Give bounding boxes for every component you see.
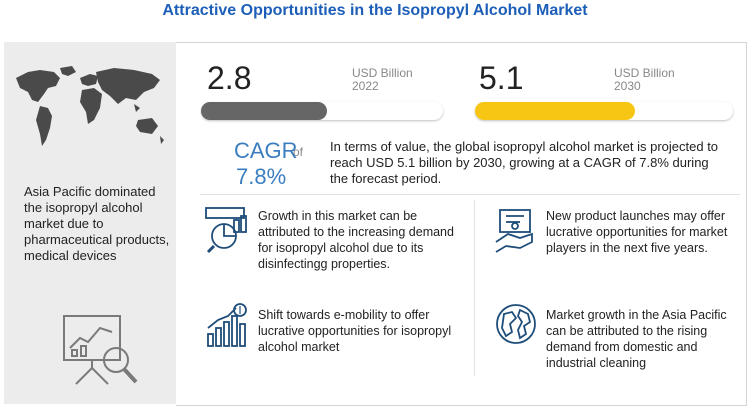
card-growth-text: Growth in this market can be attributed …: [258, 209, 454, 271]
cagr-of: of: [293, 145, 304, 159]
value-2030: 5.1: [479, 60, 524, 96]
card-product-launch-text: New product launches may offer lucrative…: [546, 209, 728, 255]
data-analysis-icon: [63, 315, 138, 385]
cagr-value: 7.8%: [236, 164, 287, 189]
divider-vertical: [474, 200, 475, 376]
value-bar-2022: [201, 102, 443, 120]
growth-chart-icon: [207, 303, 247, 347]
divider-horizontal: [200, 194, 740, 195]
unit-label: USD Billion: [352, 66, 413, 80]
value-2022: 2.8: [207, 60, 252, 96]
world-map-icon: [16, 66, 164, 146]
card-asia-pacific-text: Market growth in the Asia Pacific can be…: [546, 308, 727, 370]
left-panel: Asia Pacific dominated the isopropyl alc…: [4, 42, 176, 404]
market-analysis-icon: [205, 207, 247, 254]
value-bar-2030: [475, 102, 733, 120]
year-label: 2022: [352, 79, 379, 93]
cagr-description: In terms of value, the global isopropyl …: [330, 139, 719, 186]
unit-2030: USD Billion 2030: [614, 67, 675, 93]
left-panel-text: Asia Pacific dominated the isopropyl alc…: [24, 184, 170, 263]
value-bar-fill-2030: [475, 102, 635, 120]
unit-2022: USD Billion 2022: [352, 67, 413, 93]
cagr-label: CAGR: [234, 138, 298, 163]
year-label: 2030: [614, 79, 641, 93]
product-launch-icon: [495, 209, 533, 253]
value-bar-fill-2022: [201, 102, 327, 120]
unit-label: USD Billion: [614, 66, 675, 80]
card-emobility-text: Shift towards e-mobility to offer lucrat…: [258, 308, 452, 354]
page-title: Attractive Opportunities in the Isopropy…: [162, 2, 588, 19]
globe-icon: [496, 304, 536, 344]
